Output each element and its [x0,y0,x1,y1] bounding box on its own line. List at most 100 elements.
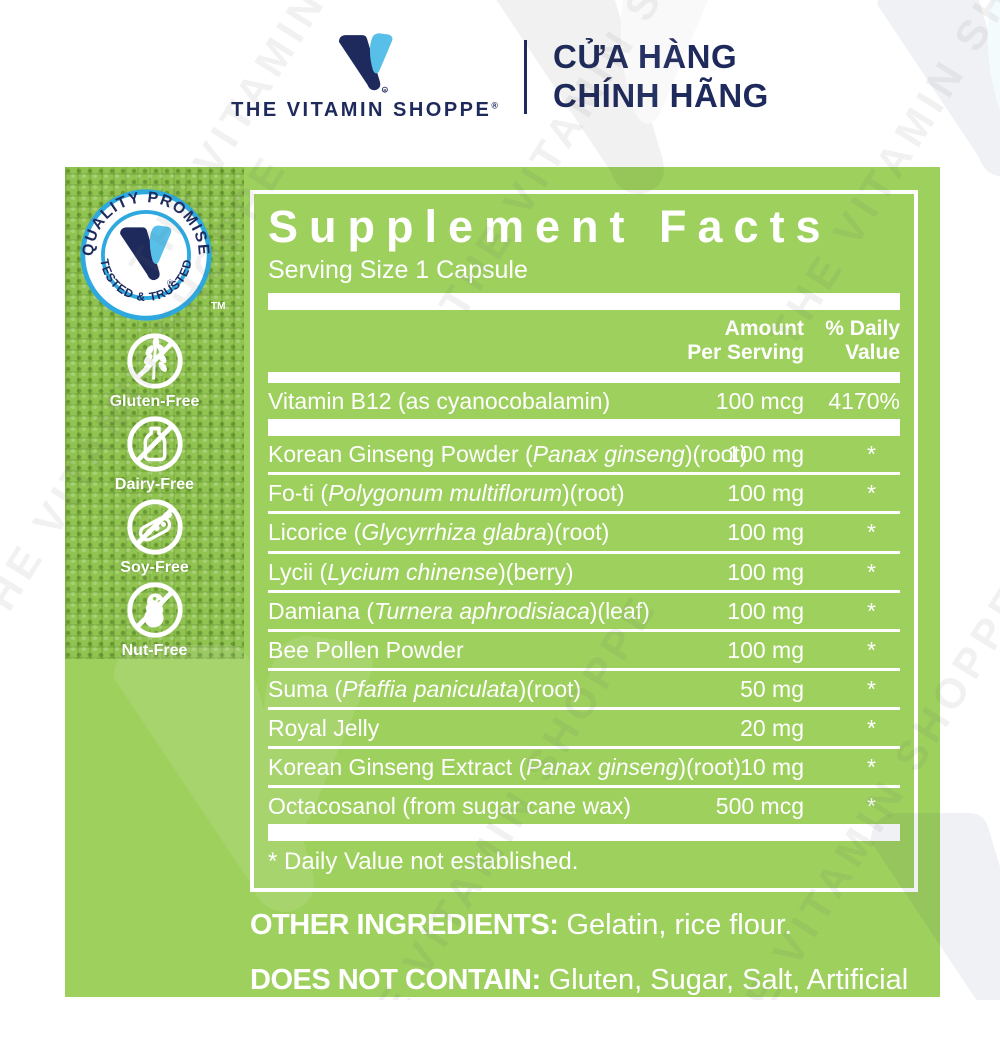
ingredient-daily-value: * [867,558,876,585]
ingredient-latin-name: Turnera aphrodisiaca [374,597,590,624]
ingredient-daily-value: * [867,793,876,820]
v-logo-icon: R [338,33,393,93]
ingredient-name-suffix: )(root) [546,519,610,546]
registered-mark: ® [491,100,499,111]
gluten-free-label: Gluten-Free [109,393,200,410]
divider-bar [268,372,900,384]
ingredient-daily-value: * [867,715,876,742]
soy-free-label: Soy-Free [120,559,189,576]
divider-bar [268,824,900,842]
ingredient-name: Vitamin B12 (as cyanocobalamin) [268,388,611,415]
table-row: Licorice (Glycyrrhiza glabra)(root) 100 … [268,514,900,554]
other-ingredients-value: Gelatin, rice flour. [558,909,793,942]
ingredient-amount: 500 mcg [715,793,804,820]
table-row: Korean Ginseng Extract (Panax ginseng)(r… [268,749,900,789]
ingredient-latin-name: Panax ginseng [532,441,685,468]
ingredient-name-suffix: )(leaf) [589,597,650,624]
daily-value-footnote: * Daily Value not established. [268,848,579,876]
divider-bar [268,292,900,310]
ingredient-name: Licorice ( [268,519,362,546]
ingredient-name: Fo-ti ( [268,480,329,507]
ingredient-amount: 10 mg [740,754,804,781]
ingredient-latin-name: Polygonum multiflorum [328,480,562,507]
table-row: Bee Pollen Powder 100 mg * [268,632,900,671]
ingredient-name: Korean Ginseng Extract ( [268,754,527,781]
ingredient-latin-name: Glycyrrhiza glabra [361,519,547,546]
ingredient-amount: 100 mg [727,636,804,663]
table-row: Fo-ti (Polygonum multiflorum)(root) 100 … [268,475,900,515]
burlap-texture-strip: QUALITY PROMISE TESTED & TRUSTED ® TM [65,167,244,659]
ingredient-name-suffix: )(berry) [498,558,574,585]
ingredient-name: Bee Pollen Powder [268,636,464,663]
ingredient-amount: 20 mg [740,715,804,742]
table-row: Octacosanol (from sugar cane wax) 500 mc… [268,788,900,824]
table-row: Korean Ginseng Powder (Panax ginseng)(ro… [268,436,900,476]
ingredient-amount: 100 mg [727,558,804,585]
ingredient-amount: 100 mg [727,480,804,507]
svg-text:R: R [383,89,386,93]
ingredient-latin-name: Pfaffia paniculata [342,675,519,702]
brand-wordmark: THE VITAMIN SHOPPE® [231,99,498,122]
quality-promise-badge: QUALITY PROMISE TESTED & TRUSTED ® [80,189,212,321]
supplement-facts-panel: Supplement Facts Serving Size 1 Capsule … [250,190,918,893]
ingredient-name: Octacosanol (from sugar cane wax) [268,793,632,820]
badge-registered-mark: ® [167,278,174,288]
ingredient-name-suffix: )(root) [561,480,625,507]
ingredient-daily-value: * [867,636,876,663]
milk-bottle-slash-icon [126,416,183,472]
table-row: Damiana (Turnera aphrodisiaca)(leaf) 100… [268,593,900,632]
ingredient-latin-name: Lycium chinense [327,558,499,585]
table-row: Royal Jelly 20 mg * [268,710,900,750]
ingredient-daily-value: * [867,754,876,781]
ingredient-daily-value: * [867,597,876,624]
header: R THE VITAMIN SHOPPE® CỬA HÀNG CHÍNH HÃN… [0,22,1000,132]
table-row: Vitamin B12 (as cyanocobalamin) 100 mcg … [268,383,900,419]
store-text-line1: CỬA HÀNG [553,38,738,76]
brand-text: THE VITAMIN SHOPPE [231,99,492,121]
soy-free-callout: Soy-Free [65,496,244,577]
does-not-contain: DOES NOT CONTAIN: Gluten, Sugar, Salt, A… [250,961,950,1037]
soybean-slash-icon [126,499,183,555]
store-text-line2: CHÍNH HÃNG [553,77,769,114]
ingredient-amount: 100 mg [727,441,804,468]
serving-size: Serving Size 1 Capsule [268,255,528,284]
wheat-slash-icon [126,333,183,389]
supplement-facts-title: Supplement Facts [268,201,832,252]
peanut-slash-icon [126,582,183,638]
ingredient-name: Lycii ( [268,558,328,585]
table-row: Lycii (Lycium chinense)(berry) 100 mg * [268,554,900,593]
does-not-contain-label: DOES NOT CONTAIN: [250,963,541,996]
ingredient-rows: Korean Ginseng Powder (Panax ginseng)(ro… [268,436,900,824]
header-divider [524,40,528,114]
nut-free-callout: Nut-Free [65,579,244,660]
divider-bar [268,419,900,437]
badge-trademark: TM [211,301,226,312]
other-ingredients-label: OTHER INGREDIENTS: [250,909,559,942]
table-header: Amount Per Serving % Daily Value [268,310,900,373]
label-content: Supplement Facts Serving Size 1 Capsule … [250,190,918,1037]
dairy-free-callout: Dairy-Free [65,413,244,494]
ingredient-daily-value: * [867,480,876,507]
ingredient-amount: 100 mg [727,597,804,624]
ingredient-latin-name: Panax ginseng [526,754,679,781]
store-authentic-text: CỬA HÀNG CHÍNH HÃNG [553,38,769,116]
gluten-free-callout: Gluten-Free [65,330,244,411]
ingredient-amount: 100 mcg [715,388,804,415]
amount-per-serving-header: Amount Per Serving [687,316,804,365]
table-row: Suma (Pfaffia paniculata)(root) 50 mg * [268,671,900,711]
ingredient-name: Suma ( [268,675,343,702]
ingredient-name-suffix: )(root) [684,441,748,468]
other-ingredients: OTHER INGREDIENTS: Gelatin, rice flour. [250,906,950,944]
daily-value-header: % Daily Value [825,316,900,365]
ingredient-daily-value: 4170% [828,388,900,415]
ingredient-daily-value: * [867,441,876,468]
supplement-label: QUALITY PROMISE TESTED & TRUSTED ® TM [65,167,940,1034]
ingredient-daily-value: * [867,675,876,702]
ingredient-amount: 50 mg [740,675,804,702]
nut-free-label: Nut-Free [121,642,188,659]
ingredient-name: Damiana ( [268,597,375,624]
ingredient-name: Royal Jelly [268,715,380,742]
ingredient-daily-value: * [867,519,876,546]
ingredient-name-suffix: )(root) [518,675,582,702]
dairy-free-label: Dairy-Free [114,476,195,493]
